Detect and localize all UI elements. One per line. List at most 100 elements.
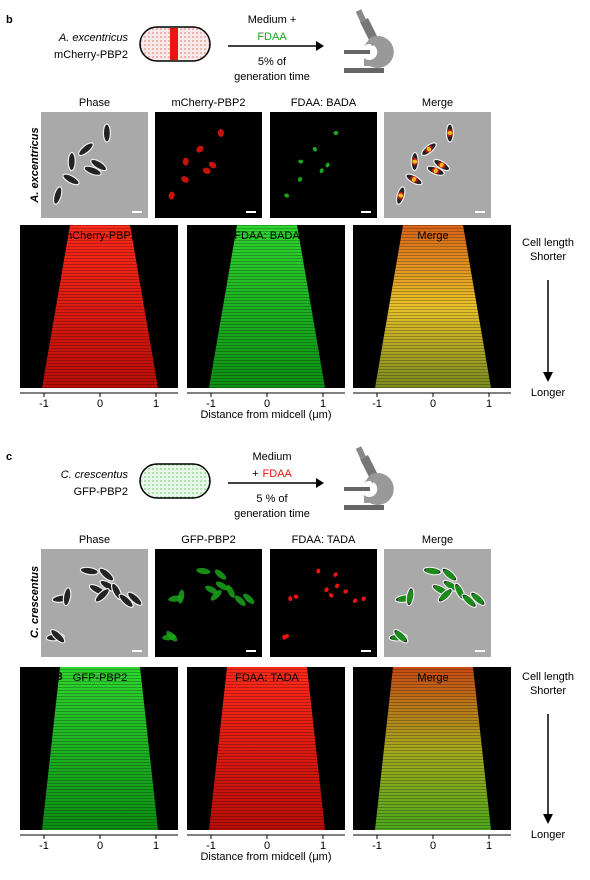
panel-label: c: [6, 451, 12, 463]
micrograph: [155, 549, 262, 657]
image-title: FDAA: TADA: [292, 534, 356, 546]
microscope-stage: [344, 50, 370, 54]
cell-count: cells: [25, 243, 49, 255]
length-arrow-head: [543, 372, 553, 382]
tick-label: -1: [372, 840, 382, 852]
protein-signal: [443, 569, 456, 580]
species: C. crescentus: [61, 469, 129, 481]
protein-signal: [202, 167, 211, 174]
tick-label: -1: [372, 398, 382, 410]
demograph-title: FDAA: BADA: [234, 230, 300, 242]
cell: [52, 186, 63, 205]
fdaa-signal: [333, 572, 338, 577]
cell: [118, 593, 134, 608]
image-title: mCherry-PBP2: [172, 97, 246, 109]
protein-signal: [215, 581, 229, 591]
tick-label: 0: [97, 840, 103, 852]
protein-signal: [210, 590, 222, 601]
protein-signal: [395, 630, 407, 642]
demograph-title: FDAA: TADA: [235, 672, 299, 684]
image-title: Merge: [422, 534, 453, 546]
tick-label: 1: [153, 840, 159, 852]
fdaa-signal: [439, 162, 444, 168]
condition-word: FDAA: [257, 31, 287, 43]
tick-label: -1: [39, 840, 49, 852]
cell: [50, 629, 66, 644]
fdaa-signal: [334, 583, 340, 589]
row-label: C. crescentus: [29, 566, 41, 638]
microscope-icon: [344, 446, 394, 510]
timing: generation time: [234, 71, 310, 83]
fdaa-signal: [412, 159, 418, 164]
cell: [78, 142, 94, 157]
demograph-texture: [209, 667, 325, 830]
protein-signal: [177, 589, 185, 604]
tick-label: 1: [486, 840, 492, 852]
y-label: Shorter: [530, 685, 566, 697]
cell: [62, 173, 80, 186]
cell: [127, 591, 143, 606]
microscope-body: [364, 36, 394, 68]
protein-signal: [182, 157, 189, 166]
species: A. excentricus: [58, 32, 129, 44]
fdaa-signal: [325, 162, 330, 168]
protein: mCherry-PBP2: [54, 49, 128, 61]
y-end: Longer: [531, 829, 566, 841]
timing: generation time: [234, 508, 310, 520]
tick-label: 0: [264, 840, 270, 852]
microscope-base: [344, 68, 384, 73]
condition: FDAA: [257, 31, 287, 43]
demograph-title: mCherry-PBP2: [63, 230, 137, 242]
protein-signal: [168, 191, 175, 200]
micrograph: [270, 112, 377, 218]
microscope-eyepiece: [355, 9, 367, 23]
demograph-texture: [42, 225, 158, 388]
tick-label: -1: [206, 840, 216, 852]
demograph-texture: [42, 667, 158, 830]
cell-count: n=2208: [25, 671, 63, 683]
fdaa-signal: [293, 594, 299, 599]
condition: Medium: [252, 451, 291, 463]
fdaa-signal: [284, 193, 290, 198]
image-title: Merge: [422, 97, 453, 109]
tick-label: 1: [320, 398, 326, 410]
tick-label: -1: [39, 398, 49, 410]
cell: [83, 165, 102, 176]
x-label: Distance from midcell (μm): [200, 851, 331, 863]
protein-signal: [196, 567, 211, 575]
protein-signal: [166, 630, 178, 642]
length-arrow-head: [543, 814, 553, 824]
fdaa-signal: [297, 177, 303, 182]
cell-count: cells: [25, 685, 49, 697]
fdaa-signal: [352, 598, 358, 604]
timing: 5% of: [258, 56, 287, 68]
demograph-texture: [209, 225, 325, 388]
protein-signal: [463, 595, 475, 606]
microscope-base: [344, 505, 384, 510]
arrow-head: [316, 478, 324, 488]
demograph-texture: [375, 225, 491, 388]
fdaa-signal: [411, 177, 417, 182]
protein-signal: [217, 128, 224, 137]
fdaa-signal: [426, 146, 432, 152]
protein-signal: [425, 567, 440, 575]
protein-signal: [214, 569, 227, 580]
cell: [94, 588, 110, 603]
tick-label: 0: [430, 398, 436, 410]
tick-label: 1: [320, 840, 326, 852]
y-label: Shorter: [530, 251, 566, 263]
fdaa-signal: [288, 596, 293, 602]
image-title: GFP-PBP2: [181, 534, 235, 546]
condition: Medium +: [248, 14, 297, 26]
tick-label: 0: [97, 398, 103, 410]
tick-label: 0: [430, 840, 436, 852]
fdaa-signal: [324, 587, 329, 593]
protein-signal: [205, 585, 218, 594]
fdaa-signal: [284, 633, 290, 639]
micrograph: [270, 549, 377, 657]
condition-word: Medium +: [248, 14, 297, 26]
cell-drawing: [139, 463, 211, 499]
midcell-band: [170, 28, 178, 60]
panel-label: b: [6, 14, 13, 26]
protein-signal: [181, 176, 189, 183]
